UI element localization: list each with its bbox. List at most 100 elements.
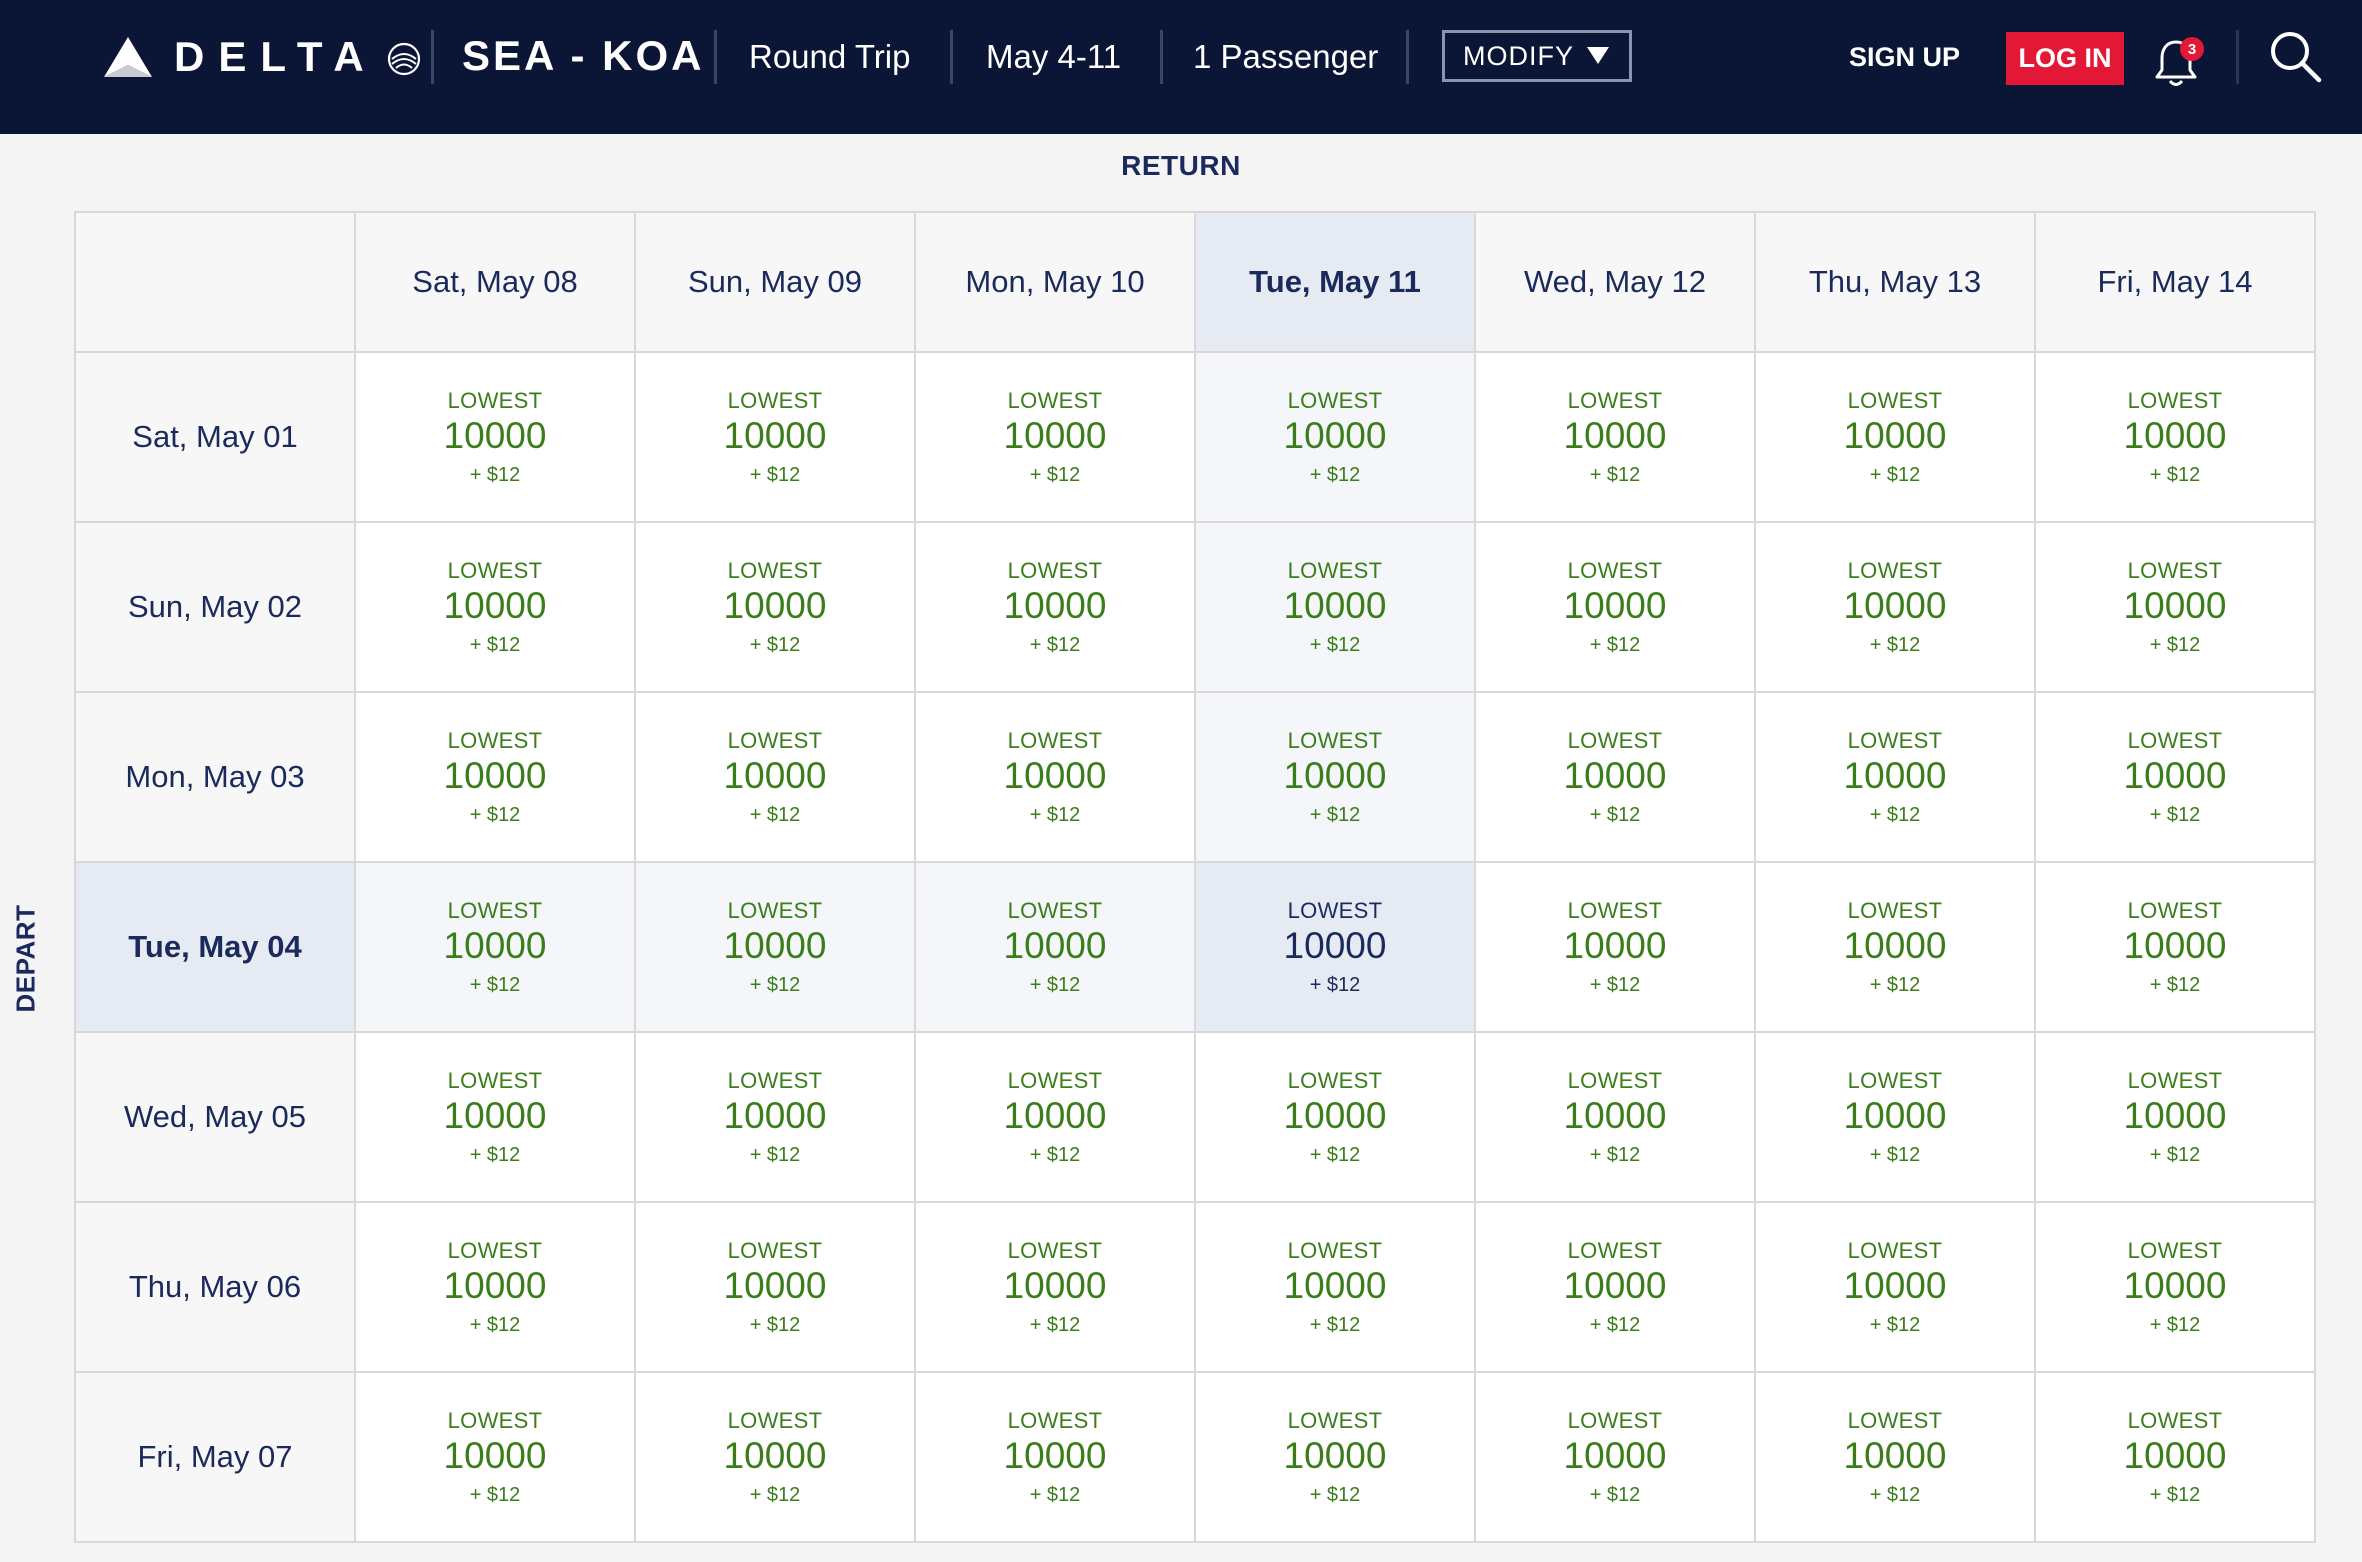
top-navigation-bar: DELTA SEA - KOA Round Trip May 4-11 1 Pa…: [0, 0, 2362, 134]
fare-cell[interactable]: LOWEST 10000 + $12: [356, 863, 636, 1033]
fare-cell[interactable]: LOWEST 10000 + $12: [2036, 353, 2316, 523]
fare-cell[interactable]: LOWEST 10000 + $12: [916, 523, 1196, 693]
fare-cell[interactable]: LOWEST 10000 + $12: [356, 1203, 636, 1373]
fare-lowest-tag: LOWEST: [1567, 1407, 1663, 1433]
fare-fee: + $12: [1869, 633, 1921, 656]
modify-search-button[interactable]: MODIFY: [1442, 30, 1632, 82]
fare-cell[interactable]: LOWEST 10000 + $12: [1196, 1203, 1476, 1373]
fare-fee: + $12: [2149, 1483, 2201, 1506]
fare-cell[interactable]: LOWEST 10000 + $12: [1476, 353, 1756, 523]
fare-cell[interactable]: LOWEST 10000 + $12: [2036, 863, 2316, 1033]
fare-cell[interactable]: LOWEST 10000 + $12: [1196, 693, 1476, 863]
fare-fee: + $12: [2149, 803, 2201, 826]
fare-cell[interactable]: LOWEST 10000 + $12: [1756, 353, 2036, 523]
fare-cell[interactable]: LOWEST 10000 + $12: [1196, 353, 1476, 523]
fare-lowest-tag: LOWEST: [1287, 557, 1383, 583]
fare-miles: 10000: [1283, 414, 1387, 456]
fare-cell[interactable]: LOWEST 10000 + $12: [916, 1033, 1196, 1203]
header-divider: [431, 30, 434, 84]
fare-cell[interactable]: LOWEST 10000 + $12: [1196, 1033, 1476, 1203]
fare-fee: + $12: [1589, 1483, 1641, 1506]
fare-lowest-tag: LOWEST: [1847, 1067, 1943, 1093]
fare-miles: 10000: [723, 1094, 827, 1136]
delta-logo[interactable]: DELTA: [104, 30, 426, 84]
fare-cell[interactable]: LOWEST 10000 + $12: [1756, 1373, 2036, 1543]
fare-miles: 10000: [1563, 1094, 1667, 1136]
fare-cell[interactable]: LOWEST 10000 + $12: [2036, 523, 2316, 693]
fare-fee: + $12: [1589, 463, 1641, 486]
header-divider: [2236, 30, 2239, 84]
fare-cell[interactable]: LOWEST 10000 + $12: [1756, 1203, 2036, 1373]
fare-cell[interactable]: LOWEST 10000 + $12: [1476, 1033, 1756, 1203]
fare-fee: + $12: [749, 633, 801, 656]
fare-cell[interactable]: LOWEST 10000 + $12: [636, 693, 916, 863]
fare-fee: + $12: [1029, 463, 1081, 486]
fare-cell[interactable]: LOWEST 10000 + $12: [636, 863, 916, 1033]
fare-cell[interactable]: LOWEST 10000 + $12: [916, 1203, 1196, 1373]
chevron-down-icon: [1587, 47, 1609, 64]
fare-fee: + $12: [1309, 1143, 1361, 1166]
fare-cell[interactable]: LOWEST 10000 + $12: [356, 523, 636, 693]
fare-cell[interactable]: LOWEST 10000 + $12: [916, 863, 1196, 1033]
log-in-button[interactable]: LOG IN: [2006, 32, 2124, 85]
fare-cell[interactable]: LOWEST 10000 + $12: [1756, 523, 2036, 693]
fare-cell[interactable]: LOWEST 10000 + $12: [2036, 1373, 2316, 1543]
fare-cell[interactable]: LOWEST 10000 + $12: [1196, 523, 1476, 693]
fare-miles: 10000: [723, 1264, 827, 1306]
fare-miles: 10000: [1003, 1094, 1107, 1136]
fare-miles: 10000: [1843, 754, 1947, 796]
fare-cell[interactable]: LOWEST 10000 + $12: [356, 353, 636, 523]
fare-cell[interactable]: LOWEST 10000 + $12: [1196, 863, 1476, 1033]
fare-lowest-tag: LOWEST: [1007, 1067, 1103, 1093]
fare-cell[interactable]: LOWEST 10000 + $12: [1476, 523, 1756, 693]
fare-cell[interactable]: LOWEST 10000 + $12: [1196, 1373, 1476, 1543]
fare-cell[interactable]: LOWEST 10000 + $12: [1476, 1203, 1756, 1373]
fare-cell[interactable]: LOWEST 10000 + $12: [356, 693, 636, 863]
fare-lowest-tag: LOWEST: [2127, 897, 2223, 923]
fare-lowest-tag: LOWEST: [1567, 1237, 1663, 1263]
return-date-header: Sun, May 09: [636, 213, 916, 353]
fare-miles: 10000: [1003, 754, 1107, 796]
fare-lowest-tag: LOWEST: [727, 557, 823, 583]
fare-cell[interactable]: LOWEST 10000 + $12: [916, 693, 1196, 863]
fare-cell[interactable]: LOWEST 10000 + $12: [1756, 863, 2036, 1033]
fare-fee: + $12: [749, 1143, 801, 1166]
brand-wordmark: DELTA: [174, 33, 378, 80]
fare-cell[interactable]: LOWEST 10000 + $12: [1756, 693, 2036, 863]
fare-miles: 10000: [1843, 414, 1947, 456]
fare-cell[interactable]: LOWEST 10000 + $12: [356, 1033, 636, 1203]
fare-cell[interactable]: LOWEST 10000 + $12: [636, 523, 916, 693]
fare-cell[interactable]: LOWEST 10000 + $12: [916, 1373, 1196, 1543]
fare-cell[interactable]: LOWEST 10000 + $12: [356, 1373, 636, 1543]
fare-cell[interactable]: LOWEST 10000 + $12: [1476, 1373, 1756, 1543]
fare-cell[interactable]: LOWEST 10000 + $12: [1476, 693, 1756, 863]
fare-cell[interactable]: LOWEST 10000 + $12: [2036, 1203, 2316, 1373]
fare-cell[interactable]: LOWEST 10000 + $12: [636, 353, 916, 523]
skyteam-seal-icon: [387, 42, 420, 76]
sign-up-link[interactable]: SIGN UP: [1849, 42, 1961, 72]
search-icon[interactable]: [2267, 28, 2323, 84]
fare-cell[interactable]: LOWEST 10000 + $12: [636, 1373, 916, 1543]
depart-date-header: Thu, May 06: [76, 1203, 356, 1373]
fare-fee: + $12: [1029, 1483, 1081, 1506]
fare-fee: + $12: [2149, 1143, 2201, 1166]
fare-lowest-tag: LOWEST: [727, 1067, 823, 1093]
fare-fee: + $12: [1309, 1483, 1361, 1506]
fare-cell[interactable]: LOWEST 10000 + $12: [2036, 693, 2316, 863]
fare-lowest-tag: LOWEST: [727, 1407, 823, 1433]
fare-lowest-tag: LOWEST: [1567, 387, 1663, 413]
fare-cell[interactable]: LOWEST 10000 + $12: [636, 1033, 916, 1203]
fare-cell[interactable]: LOWEST 10000 + $12: [2036, 1033, 2316, 1203]
fare-cell[interactable]: LOWEST 10000 + $12: [1476, 863, 1756, 1033]
depart-date-header: Wed, May 05: [76, 1033, 356, 1203]
fare-cell[interactable]: LOWEST 10000 + $12: [916, 353, 1196, 523]
fare-miles: 10000: [1283, 924, 1387, 966]
fare-cell[interactable]: LOWEST 10000 + $12: [1756, 1033, 2036, 1203]
fare-miles: 10000: [723, 414, 827, 456]
fare-miles: 10000: [1843, 1434, 1947, 1476]
fare-lowest-tag: LOWEST: [1287, 387, 1383, 413]
fare-fee: + $12: [2149, 1313, 2201, 1336]
fare-miles: 10000: [1003, 584, 1107, 626]
fare-cell[interactable]: LOWEST 10000 + $12: [636, 1203, 916, 1373]
fare-lowest-tag: LOWEST: [2127, 1407, 2223, 1433]
